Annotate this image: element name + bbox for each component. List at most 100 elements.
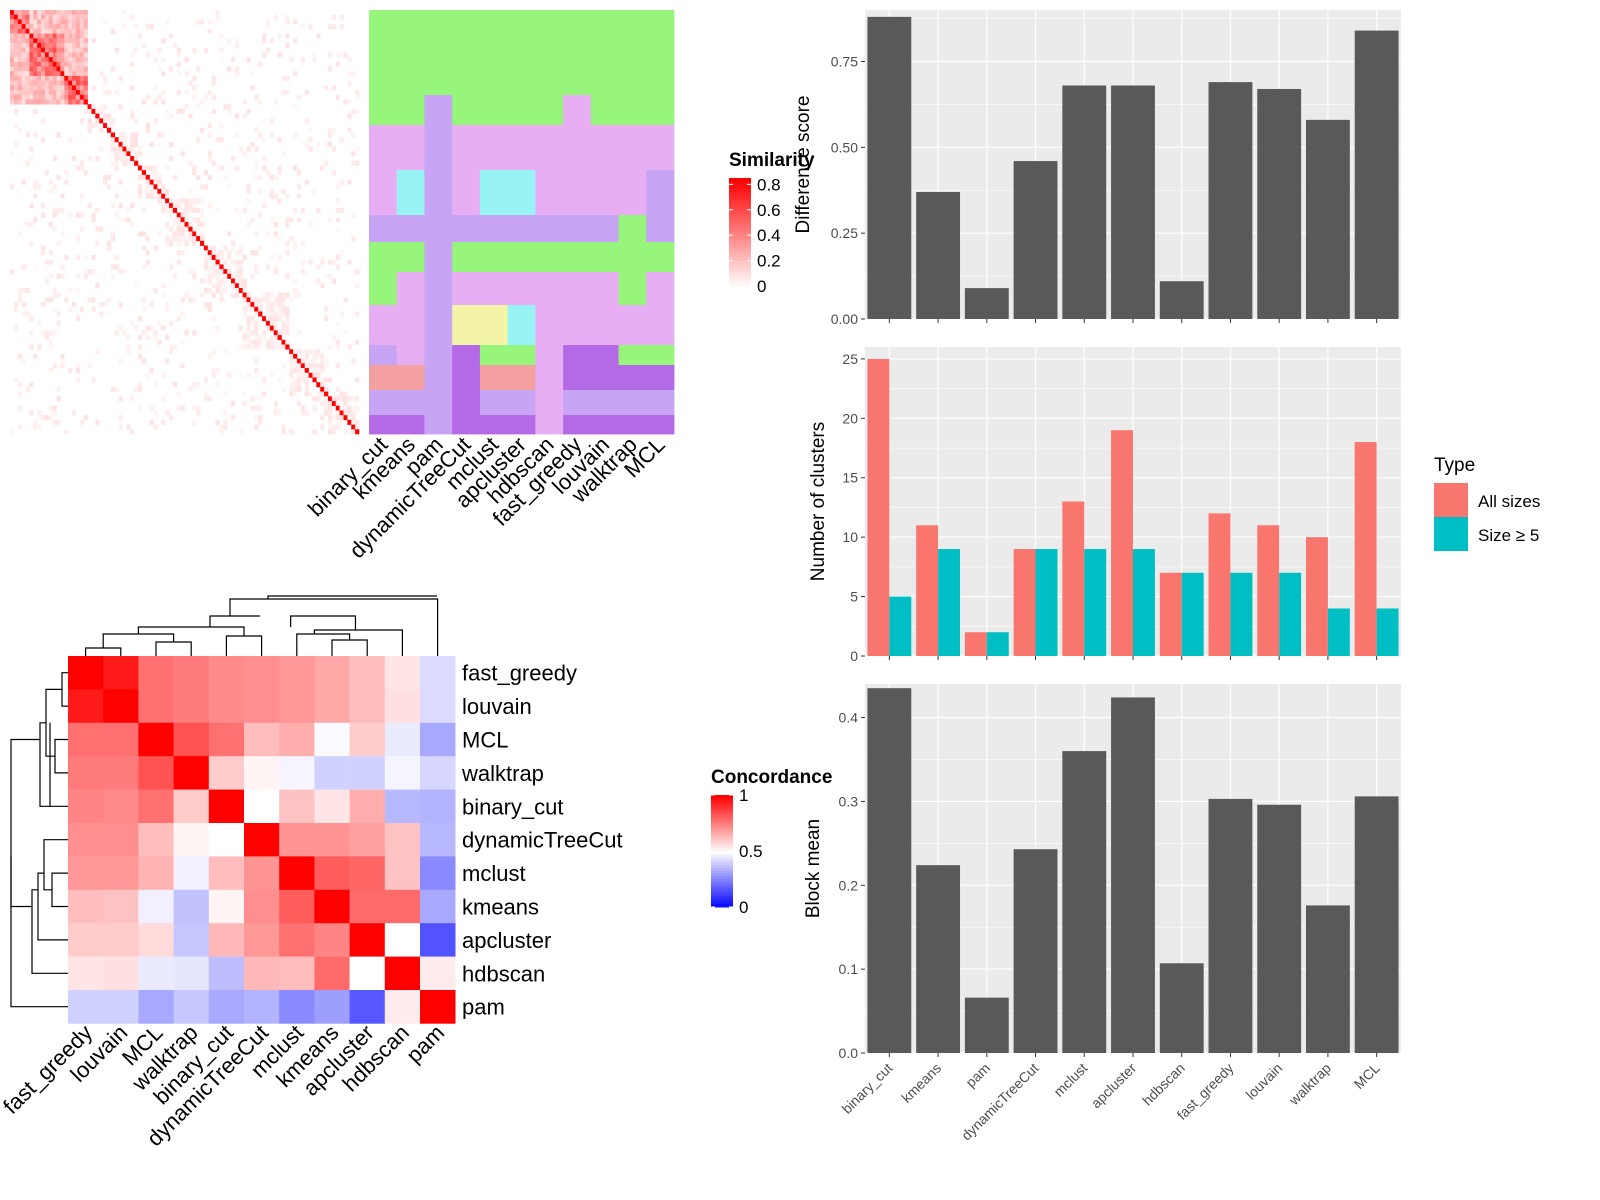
cluster-cell	[479, 215, 509, 243]
concordance-cell	[244, 889, 280, 924]
similarity-cell	[355, 396, 360, 402]
similarity-cell	[269, 311, 274, 317]
similarity-cell	[48, 344, 53, 350]
similarity-cell	[293, 132, 298, 138]
cluster-cell	[590, 170, 619, 216]
similarity-cell	[75, 71, 81, 77]
similarity-cell	[300, 259, 306, 265]
similarity-cell	[83, 90, 88, 96]
similarity-cell	[285, 240, 290, 246]
similarity-cell	[203, 264, 209, 270]
similarity-cell	[52, 42, 57, 48]
similarity-cell	[293, 240, 298, 246]
similarity-cell	[68, 10, 73, 16]
similarity-cell	[37, 184, 42, 190]
similarity-cell	[141, 174, 147, 180]
concordance-legend-gradient-step	[711, 865, 733, 869]
similarity-cell	[188, 222, 193, 228]
similarity-cell	[68, 19, 73, 25]
similarity-cell	[29, 42, 34, 48]
cluster-cell	[452, 10, 481, 96]
similarity-cell	[64, 61, 69, 67]
similarity-cell	[99, 302, 104, 308]
similarity-cell	[188, 226, 193, 232]
bar-size5	[1279, 572, 1302, 656]
similarity-cell	[347, 415, 352, 421]
y-axis-title: Block mean	[803, 819, 824, 918]
concordance-row-label: kmeans	[462, 895, 539, 920]
concordance-legend-gradient-step	[711, 873, 733, 877]
similarity-cell	[64, 14, 69, 20]
similarity-cell	[126, 344, 131, 350]
concordance-row-label: walktrap	[461, 761, 544, 786]
similarity-cell	[335, 396, 340, 402]
similarity-cell	[48, 10, 53, 16]
similarity-cell	[211, 349, 216, 355]
similarity-cell	[192, 240, 197, 246]
similarity-cell	[316, 353, 321, 359]
cluster-cell	[479, 345, 509, 366]
similarity-cell	[277, 292, 282, 298]
similarity-cell	[137, 353, 143, 359]
similarity-cell	[17, 75, 22, 81]
similarity-cell	[343, 401, 348, 407]
similarity-cell	[126, 151, 131, 157]
similarity-cell	[161, 283, 166, 289]
similarity-cell	[219, 264, 224, 270]
similarity-cell	[48, 24, 53, 30]
concordance-cell	[384, 956, 421, 991]
similarity-cell	[168, 236, 174, 242]
similarity-cell	[242, 254, 247, 260]
similarity-cell	[60, 353, 65, 359]
similarity-cell	[211, 80, 216, 86]
similarity-cell	[21, 264, 26, 270]
concordance-cell	[384, 689, 421, 724]
similarity-cell	[339, 207, 344, 213]
similarity-cell	[13, 306, 19, 312]
bar-size5	[1181, 572, 1204, 656]
similarity-cell	[25, 99, 30, 105]
cluster-cell	[424, 345, 453, 366]
similarity-cell	[29, 222, 34, 228]
similarity-cell	[130, 156, 135, 162]
similarity-cell	[300, 377, 306, 383]
similarity-cell	[41, 118, 46, 124]
similarity-cell	[331, 424, 337, 430]
similarity-cell	[60, 90, 65, 96]
similarity-cell	[91, 104, 96, 110]
similarity-cell	[196, 207, 201, 213]
cluster-cell	[479, 148, 509, 171]
similarity-cell	[176, 391, 181, 397]
similarity-cell	[29, 80, 34, 86]
similarity-cell	[52, 90, 57, 96]
similarity-cell	[21, 14, 26, 20]
similarity-cell	[285, 325, 290, 331]
concordance-cell	[420, 889, 456, 924]
similarity-cell	[203, 245, 209, 251]
similarity-cell	[188, 297, 193, 303]
similarity-cell	[273, 325, 278, 331]
concordance-cell	[103, 889, 139, 924]
similarity-cell	[130, 108, 135, 114]
similarity-cell	[339, 24, 344, 30]
cluster-cell	[452, 242, 481, 273]
similarity-cell	[153, 179, 158, 185]
similarity-cell	[285, 33, 290, 39]
similarity-cell	[304, 349, 309, 355]
similarity-cell	[141, 189, 147, 195]
cluster-cell	[452, 215, 481, 243]
similarity-cell	[300, 410, 306, 416]
similarity-cell	[48, 250, 53, 256]
similarity-cell	[33, 57, 38, 63]
concordance-cell	[349, 656, 386, 690]
similarity-cell	[223, 424, 228, 430]
similarity-cell	[13, 141, 19, 147]
cluster-cell	[507, 415, 536, 435]
similarity-cell	[242, 99, 247, 105]
similarity-cell	[83, 57, 88, 63]
similarity-cell	[331, 146, 337, 152]
similarity-cell	[56, 10, 61, 16]
cluster-cell	[646, 10, 675, 96]
similarity-cell	[110, 264, 115, 270]
similarity-cell	[234, 283, 240, 289]
